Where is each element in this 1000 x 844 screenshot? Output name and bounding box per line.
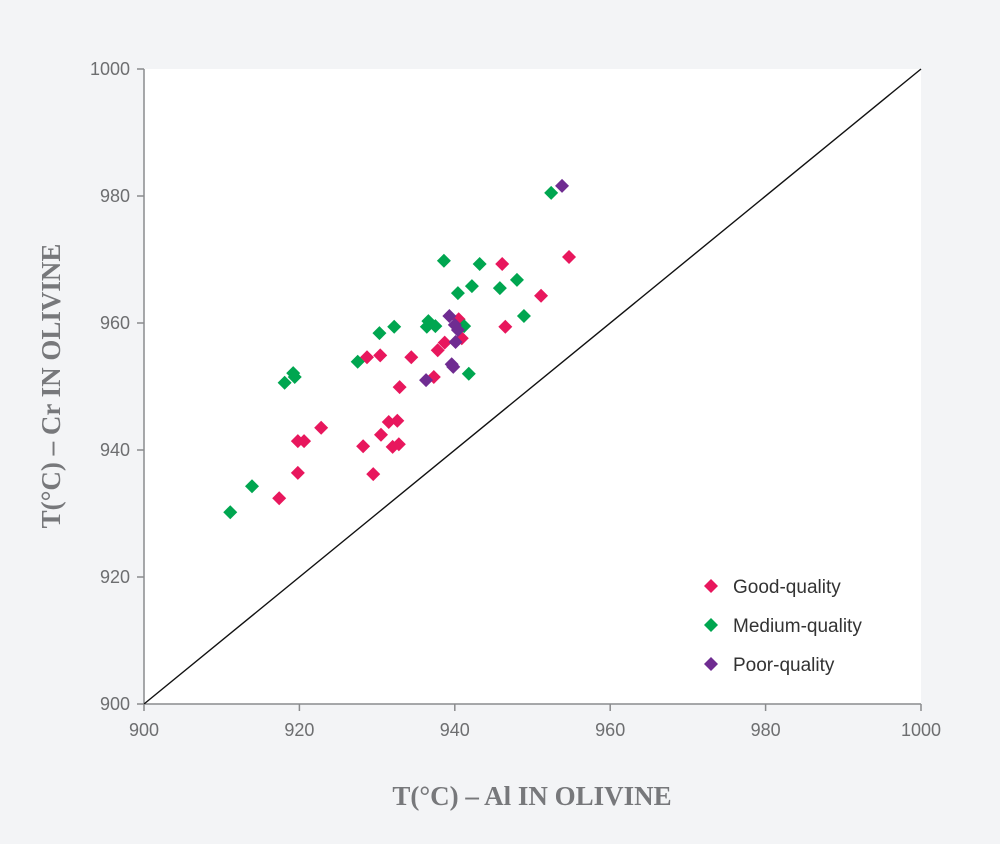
data-point xyxy=(492,281,507,296)
y-tick-label: 980 xyxy=(100,186,130,206)
data-point xyxy=(472,256,487,271)
legend-marker xyxy=(704,657,718,671)
legend-label: Poor-quality xyxy=(733,655,835,676)
data-point xyxy=(555,178,570,193)
data-point xyxy=(419,319,434,334)
legend: Good-quality Medium-quality Poor-quality xyxy=(704,577,862,676)
data-point xyxy=(430,343,445,358)
y-tick-label: 920 xyxy=(100,567,130,587)
data-point xyxy=(245,479,260,494)
data-point xyxy=(446,359,461,374)
y-axis-title: T(°C) – Cr IN OLIVINE xyxy=(36,244,66,529)
one-to-one-line xyxy=(143,68,922,705)
data-point xyxy=(419,373,434,388)
data-point xyxy=(450,286,465,301)
data-point xyxy=(277,375,292,390)
data-point xyxy=(290,465,305,480)
data-point xyxy=(381,415,396,430)
x-tick-label: 900 xyxy=(129,720,159,740)
y-tick-label: 1000 xyxy=(90,59,130,79)
data-point xyxy=(428,319,443,334)
y-tick-label: 900 xyxy=(100,694,130,714)
data-point xyxy=(516,309,531,324)
data-point xyxy=(450,322,465,337)
data-point xyxy=(448,335,463,350)
data-point xyxy=(356,439,371,454)
data-point xyxy=(495,256,510,271)
data-point xyxy=(390,413,405,428)
data-point xyxy=(373,427,388,442)
data-point xyxy=(287,369,302,384)
data-point xyxy=(562,249,577,264)
data-point xyxy=(297,434,312,449)
legend-marker xyxy=(704,579,718,593)
data-point xyxy=(387,319,402,334)
series-poor-quality xyxy=(419,178,570,388)
y-tick-label: 940 xyxy=(100,440,130,460)
data-point xyxy=(464,279,479,294)
data-point xyxy=(498,319,513,334)
y-tick-label: 960 xyxy=(100,313,130,333)
legend-label: Good-quality xyxy=(733,577,841,598)
data-point xyxy=(392,380,407,395)
x-tick-label: 960 xyxy=(595,720,625,740)
legend-marker xyxy=(704,618,718,632)
data-point xyxy=(372,326,387,341)
data-point xyxy=(509,272,524,287)
data-point xyxy=(534,288,549,303)
data-point xyxy=(437,335,452,350)
data-point xyxy=(350,354,365,369)
series-medium-quality xyxy=(223,185,559,520)
data-point xyxy=(373,348,388,363)
data-point xyxy=(404,350,419,365)
data-point xyxy=(366,467,381,482)
data-point xyxy=(391,437,406,452)
data-point xyxy=(436,253,451,268)
legend-label: Medium-quality xyxy=(733,616,862,637)
x-tick-label: 1000 xyxy=(901,720,941,740)
x-tick-label: 980 xyxy=(751,720,781,740)
data-point xyxy=(223,505,238,520)
data-point xyxy=(314,420,329,435)
data-point xyxy=(544,185,559,200)
x-tick-label: 940 xyxy=(440,720,470,740)
data-point xyxy=(442,309,457,324)
data-point xyxy=(461,366,476,381)
x-axis-title: T(°C) – Al IN OLIVINE xyxy=(392,781,671,811)
series-good-quality xyxy=(272,249,577,506)
x-tick-label: 920 xyxy=(284,720,314,740)
data-point xyxy=(272,491,287,506)
